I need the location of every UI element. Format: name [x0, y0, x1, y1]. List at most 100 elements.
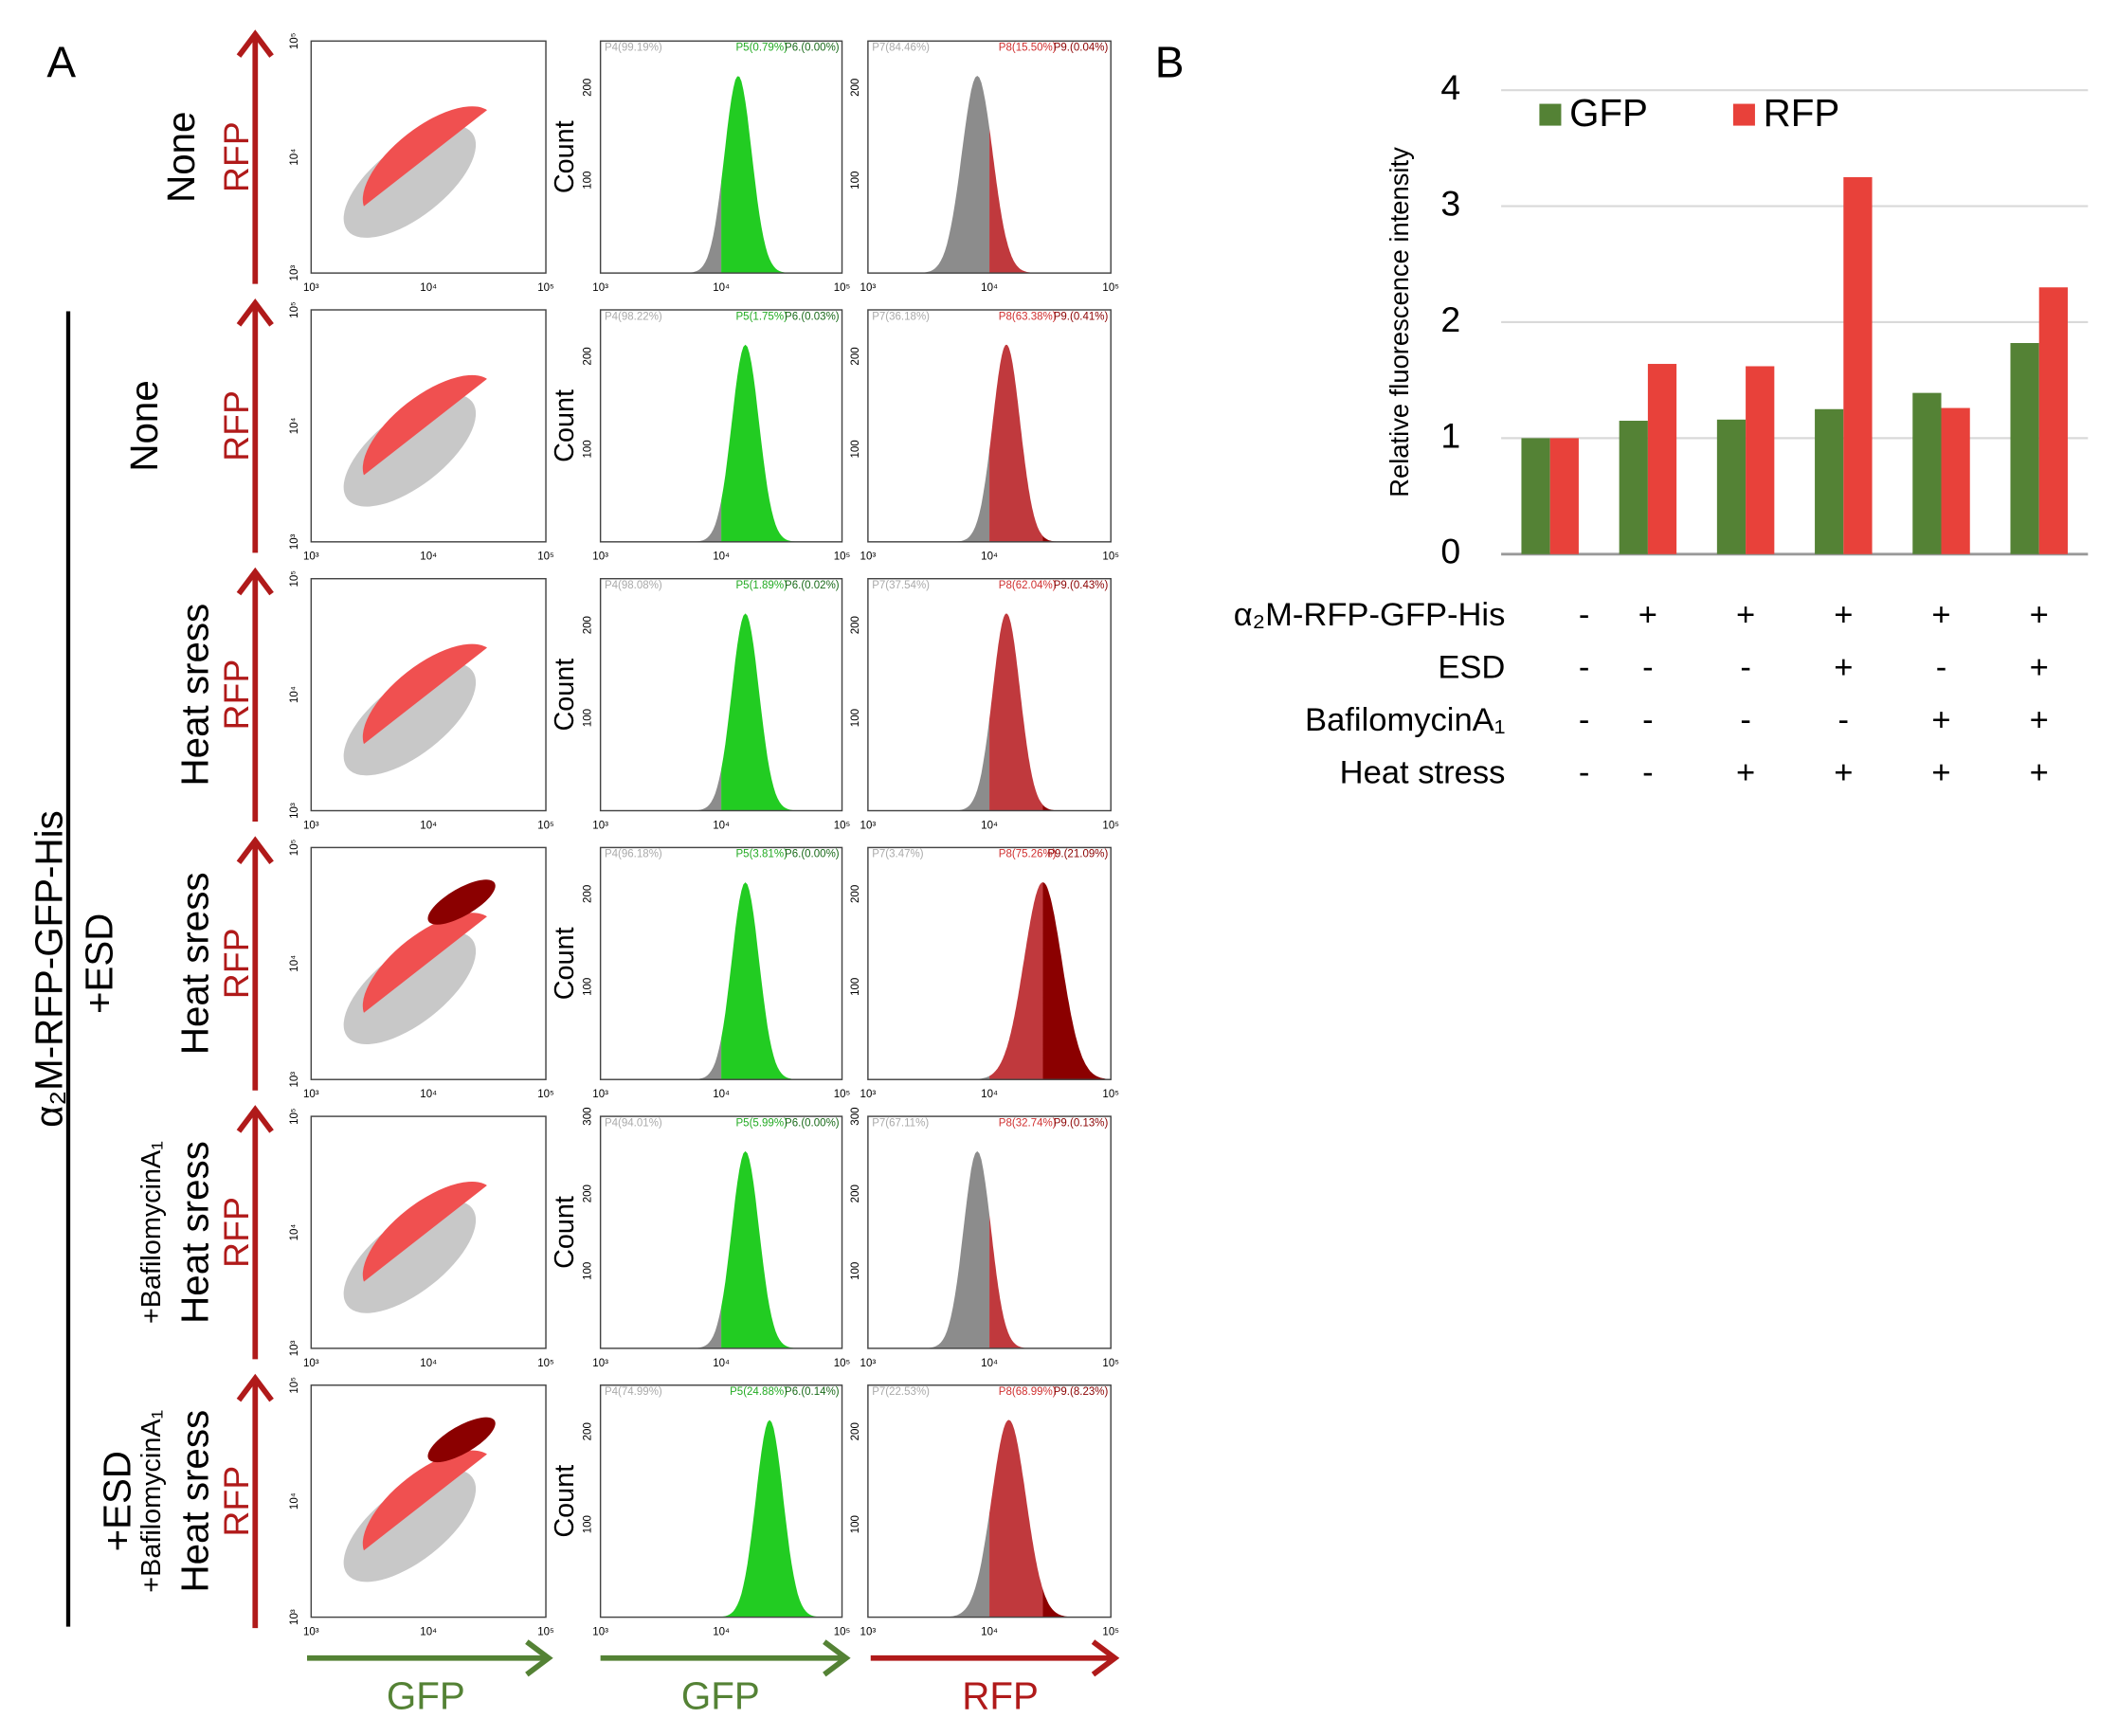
condition-sign: +: [1834, 597, 1853, 633]
tick-label: 10³: [592, 1626, 608, 1637]
histogram: [600, 181, 722, 274]
plot-frame: [599, 1115, 843, 1349]
tick-label: 200: [583, 1422, 594, 1440]
scatter-cloud: [343, 394, 477, 507]
condition-label: Heat sress: [172, 604, 216, 787]
tick-label: 100: [583, 1262, 594, 1280]
condition-sign: +: [1736, 754, 1755, 790]
tick-label: 10³: [592, 552, 608, 563]
bar: [1941, 407, 1970, 554]
histogram-gated: [721, 76, 842, 274]
histogram: [867, 1150, 990, 1348]
treatment-label: +ESD: [95, 1451, 138, 1551]
tick-label: 200: [850, 616, 861, 634]
condition-sign: +: [1834, 754, 1853, 790]
gate-label: P5(5.99%): [736, 1117, 788, 1129]
gate-label: P6.(0.14%): [785, 1386, 840, 1398]
tick-label: 200: [850, 1422, 861, 1440]
condition-label: α₂M-RFP-GFP-His: [1234, 597, 1506, 633]
tick-label: 10⁴: [289, 686, 300, 703]
tick-label: 10⁴: [713, 820, 730, 831]
tick-label: 300: [850, 1107, 861, 1125]
plot-frame: [310, 309, 547, 543]
y-axis-label: RFP: [216, 1466, 256, 1537]
scatter-cloud: [343, 662, 477, 776]
tick-label: 10³: [303, 1089, 319, 1100]
y-tick-label: 2: [1440, 299, 1460, 339]
panel-label: B: [1155, 37, 1185, 86]
condition-sign: -: [1838, 702, 1850, 738]
histogram-gated: [989, 882, 1043, 1080]
x-axis-label: RFP: [962, 1674, 1039, 1718]
bar: [1912, 392, 1942, 554]
tick-label: 10⁵: [289, 1108, 300, 1125]
y-axis-label: RFP: [216, 1197, 256, 1268]
arrow-head: [236, 567, 274, 596]
histogram-high: [1042, 535, 1112, 542]
y-axis-label: RFP: [216, 121, 256, 192]
scatter-cloud-high: [427, 879, 496, 925]
histogram-gated: [989, 344, 1043, 542]
tick-label: 10⁴: [420, 552, 437, 563]
y-tick-label: 3: [1440, 183, 1460, 223]
treatment-label: +ESD: [78, 913, 121, 1014]
gate-label: P6.(0.02%): [785, 580, 840, 591]
tick-label: 10⁵: [834, 1358, 851, 1369]
tick-label: 10⁵: [537, 1626, 554, 1637]
tick-label: 10⁴: [981, 1626, 998, 1637]
gate-label: P7(67.11%): [872, 1117, 929, 1129]
histogram-gated: [989, 1215, 1043, 1348]
plot-frame: [310, 1115, 547, 1349]
tick-label: 10⁵: [834, 1626, 851, 1637]
tick-label: 200: [583, 347, 594, 365]
plot-frame: [867, 1384, 1112, 1618]
tick-label: 10³: [860, 1089, 877, 1100]
tick-label: 100: [583, 978, 594, 996]
tick-label: 10³: [289, 533, 300, 550]
tick-label: 10³: [289, 265, 300, 281]
condition-sign: -: [1740, 650, 1751, 686]
tick-label: 300: [583, 1107, 594, 1125]
gate-label: P7(84.46%): [872, 43, 930, 54]
y-axis-label: RFP: [216, 928, 256, 999]
arrow-head: [1091, 1639, 1120, 1677]
arrow-head: [236, 1105, 274, 1133]
tick-label: 10⁴: [713, 282, 730, 294]
gate-label: P9.(0.04%): [1054, 43, 1109, 54]
tick-label: 10⁵: [1102, 1626, 1119, 1637]
gate-label: P4(98.22%): [605, 311, 662, 322]
gate-label: P8(62.04%): [999, 580, 1057, 591]
gate-label: P9.(0.13%): [1054, 1117, 1109, 1129]
histogram-gated: [721, 1150, 842, 1348]
gate-label: P9.(8.23%): [1054, 1386, 1109, 1398]
tick-label: 10⁵: [1102, 1089, 1119, 1100]
gate-label: P4(94.01%): [605, 1117, 662, 1129]
tick-label: 10³: [289, 1072, 300, 1088]
tick-label: 10⁵: [537, 552, 554, 563]
condition-sign: +: [1834, 650, 1853, 686]
plot-frame: [599, 40, 843, 274]
tick-label: 10⁴: [981, 1089, 998, 1100]
tick-label: 100: [583, 440, 594, 458]
histogram: [867, 450, 990, 542]
legend-label: GFP: [1569, 91, 1648, 135]
tick-label: 10⁵: [1102, 282, 1119, 294]
bar: [1815, 408, 1844, 554]
bar: [2010, 343, 2039, 554]
condition-label: Heat stress: [1340, 754, 1506, 790]
tick-label: 10⁴: [981, 282, 998, 294]
histogram-high: [1042, 1589, 1112, 1618]
condition-sign: -: [1642, 702, 1654, 738]
tick-label: 10³: [592, 282, 608, 294]
histogram: [600, 1038, 722, 1080]
tick-label: 10³: [860, 552, 877, 563]
arrow-head: [823, 1639, 851, 1677]
tick-label: 10⁴: [713, 1626, 730, 1637]
bar: [1746, 366, 1775, 554]
gate-label: P8(32.74%): [999, 1117, 1057, 1129]
scatter-cloud: [343, 931, 477, 1045]
condition-sign: -: [1579, 650, 1590, 686]
gate-label: P5(1.75%): [736, 311, 788, 322]
bar: [1521, 438, 1550, 554]
